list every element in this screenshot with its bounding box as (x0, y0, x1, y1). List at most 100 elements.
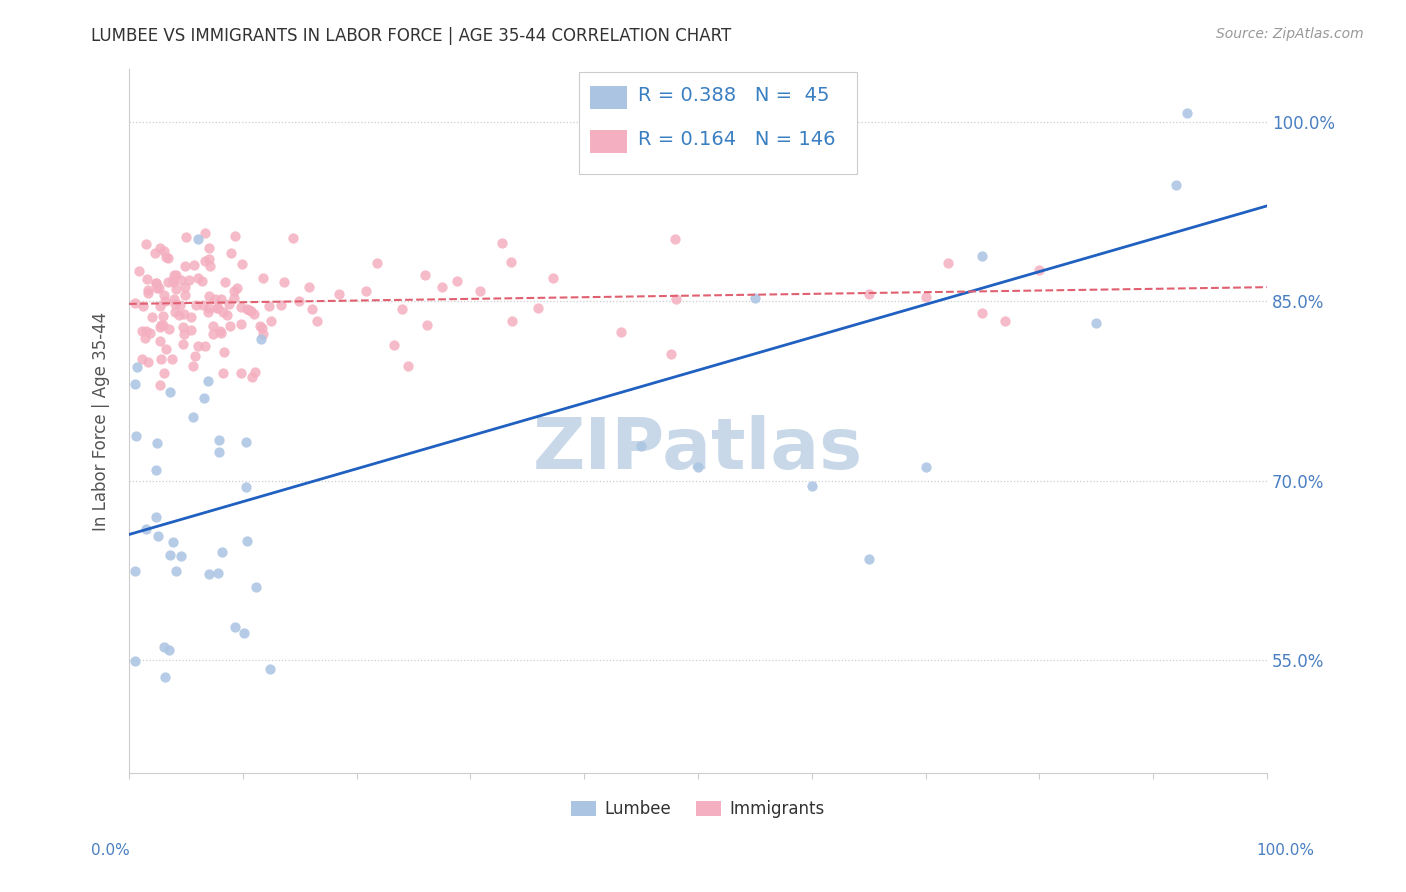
Point (135, 237, 157, 252)
Point (430, 279, 453, 293)
Point (143, 246, 166, 260)
Point (180, 323, 202, 337)
Point (145, 463, 167, 477)
Point (281, 231, 304, 245)
Point (157, 321, 180, 335)
Point (194, 254, 217, 268)
Point (165, 268, 187, 283)
Point (229, 301, 252, 315)
Text: R = 0.388   N =  45: R = 0.388 N = 45 (638, 86, 830, 104)
Legend: Lumbee, Immigrants: Lumbee, Immigrants (564, 794, 831, 825)
Point (173, 280, 195, 294)
Point (212, 305, 235, 319)
Point (134, 331, 156, 345)
Point (197, 305, 219, 319)
Point (149, 352, 172, 367)
Y-axis label: In Labor Force | Age 35-44: In Labor Force | Age 35-44 (93, 311, 110, 531)
Point (501, 314, 523, 328)
Point (149, 318, 172, 333)
Point (232, 626, 254, 640)
Point (972, 249, 994, 263)
Point (273, 276, 295, 290)
Point (288, 294, 311, 309)
Point (224, 228, 246, 243)
Point (197, 301, 219, 315)
Point (208, 433, 231, 447)
Point (131, 324, 153, 338)
Point (159, 384, 181, 399)
Point (391, 302, 413, 317)
Point (197, 289, 219, 303)
Point (145, 509, 167, 524)
Point (187, 339, 209, 353)
Text: Source: ZipAtlas.com: Source: ZipAtlas.com (1216, 27, 1364, 41)
Point (396, 359, 419, 373)
Point (245, 580, 267, 594)
Point (211, 366, 233, 380)
Point (204, 292, 226, 306)
Point (541, 270, 564, 285)
Point (187, 270, 209, 285)
Point (243, 307, 266, 321)
Point (198, 252, 221, 266)
Point (172, 337, 194, 351)
Point (152, 318, 174, 332)
Point (1085, 316, 1108, 330)
Point (243, 365, 266, 379)
Point (165, 564, 187, 578)
Point (222, 291, 245, 305)
Point (138, 326, 160, 341)
Point (1164, 178, 1187, 192)
Point (470, 285, 492, 299)
Point (159, 549, 181, 563)
Point (224, 620, 246, 634)
Point (858, 287, 880, 301)
Point (184, 350, 207, 364)
Point (194, 226, 217, 240)
Point (252, 270, 274, 285)
Point (914, 460, 936, 475)
Point (148, 281, 170, 295)
Point (217, 308, 239, 322)
Point (136, 285, 159, 300)
Point (187, 232, 209, 246)
Point (135, 522, 157, 536)
Point (155, 342, 177, 356)
Point (235, 533, 257, 548)
Point (124, 654, 146, 668)
Text: ZIPatlas: ZIPatlas (533, 415, 863, 483)
Point (382, 338, 405, 352)
Point (149, 334, 172, 348)
Point (659, 347, 682, 361)
Point (744, 291, 766, 305)
Point (162, 268, 184, 282)
Point (366, 256, 388, 270)
Text: R = 0.164   N = 146: R = 0.164 N = 146 (638, 129, 835, 148)
Point (972, 306, 994, 320)
Point (240, 369, 263, 384)
Point (218, 297, 240, 311)
Point (665, 293, 688, 307)
Point (200, 260, 222, 274)
Point (236, 301, 259, 316)
Point (172, 320, 194, 334)
Point (231, 257, 253, 271)
Point (165, 282, 187, 296)
Point (301, 301, 323, 316)
Point (1028, 263, 1050, 277)
Point (858, 551, 880, 566)
Point (163, 297, 186, 311)
Point (191, 298, 214, 312)
Point (207, 445, 229, 459)
Point (219, 319, 242, 334)
Point (170, 273, 193, 287)
Point (231, 366, 253, 380)
Point (170, 549, 193, 564)
Point (173, 307, 195, 321)
Point (664, 231, 686, 245)
Point (994, 314, 1017, 328)
Point (252, 327, 274, 342)
Point (157, 275, 180, 289)
Point (197, 374, 219, 388)
Point (194, 339, 217, 353)
